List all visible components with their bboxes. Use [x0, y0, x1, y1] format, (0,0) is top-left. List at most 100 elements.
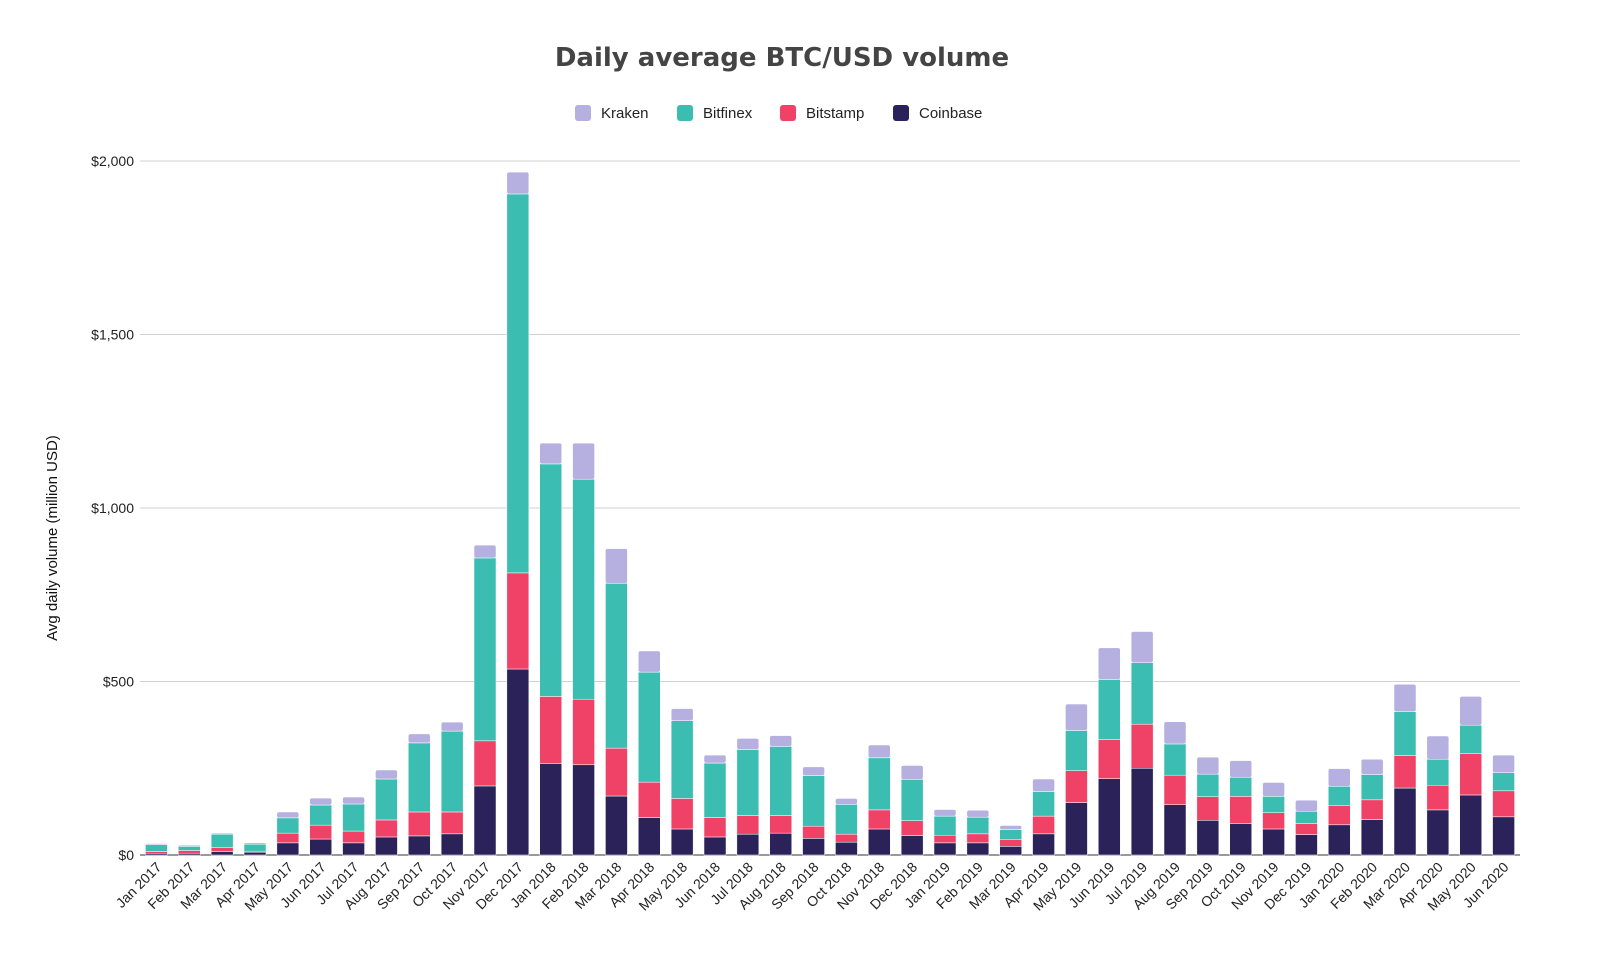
bar-kraken-may-2020 [1459, 696, 1482, 726]
bar-coinbase-mar-2018 [605, 795, 628, 856]
bar-bitstamp-jan-2017 [145, 851, 168, 854]
bar-kraken-nov-2017 [473, 544, 497, 559]
bar-coinbase-jan-2018 [539, 763, 562, 856]
bar-coinbase-jan-2019 [933, 842, 957, 856]
bar-kraken-dec-2018 [900, 765, 924, 780]
bar-coinbase-jun-2020 [1492, 816, 1515, 856]
bar-bitfinex-dec-2017 [506, 193, 530, 574]
bar-coinbase-sep-2017 [408, 835, 431, 856]
bar-bitstamp-aug-2017 [375, 819, 398, 838]
chart-title: Daily average BTC/USD volume [555, 43, 1009, 73]
bar-coinbase-apr-2018 [638, 817, 661, 856]
y-tick-label: $0 [118, 847, 134, 863]
bar-bitfinex-oct-2019 [1229, 777, 1252, 797]
bar-coinbase-dec-2017 [506, 668, 530, 856]
legend-swatch-bitstamp [780, 105, 796, 121]
bar-bitfinex-may-2020 [1459, 724, 1482, 754]
bar-bitstamp-dec-2018 [900, 820, 924, 836]
bar-coinbase-mar-2017 [210, 851, 234, 856]
bar-bitfinex-mar-2019 [999, 829, 1022, 840]
y-tick-label: $2,000 [91, 153, 134, 169]
bar-bitfinex-jul-2018 [736, 749, 760, 816]
legend-label-bitstamp: Bitstamp [806, 105, 864, 122]
y-tick-label: $500 [103, 674, 134, 690]
legend-label-kraken: Kraken [601, 105, 649, 122]
bar-bitstamp-apr-2018 [638, 781, 661, 818]
bar-kraken-nov-2018 [868, 744, 891, 759]
gridlines [140, 160, 1520, 856]
bar-bitfinex-oct-2017 [440, 730, 464, 813]
bar-bitfinex-jan-2017 [145, 844, 168, 852]
bar-bitstamp-nov-2019 [1262, 812, 1285, 830]
bar-bitfinex-sep-2017 [408, 742, 431, 813]
bar-bitstamp-oct-2018 [835, 833, 858, 843]
bar-bitstamp-jan-2019 [933, 834, 957, 844]
bar-kraken-feb-2017 [178, 845, 201, 847]
bar-bitfinex-mar-2018 [605, 583, 628, 749]
bar-kraken-oct-2019 [1229, 760, 1252, 778]
bar-bitfinex-dec-2018 [900, 779, 924, 821]
bar-coinbase-aug-2017 [375, 836, 398, 856]
bar-coinbase-feb-2018 [572, 764, 595, 856]
bar-bitstamp-jul-2019 [1130, 723, 1154, 769]
bar-bitstamp-may-2019 [1065, 770, 1088, 803]
bar-coinbase-jun-2018 [703, 836, 727, 856]
bar-coinbase-may-2018 [670, 828, 694, 856]
bar-kraken-apr-2017 [243, 842, 267, 845]
bar-coinbase-aug-2018 [769, 832, 792, 856]
y-axis: $0 $500 $1,000 $1,500 $2,000 [91, 153, 134, 863]
bar-kraken-mar-2017 [210, 832, 234, 835]
bar-kraken-jul-2019 [1130, 631, 1154, 664]
bar-coinbase-sep-2019 [1196, 820, 1220, 856]
bar-coinbase-sep-2018 [802, 838, 825, 856]
bar-bitstamp-feb-2019 [966, 833, 990, 844]
bar-kraken-jun-2017 [309, 797, 332, 806]
bar-kraken-dec-2017 [506, 171, 530, 195]
bar-bitfinex-jul-2019 [1130, 662, 1154, 725]
bar-bitfinex-jun-2020 [1492, 772, 1515, 792]
bar-coinbase-jun-2019 [1098, 778, 1121, 856]
bar-kraken-sep-2019 [1196, 756, 1220, 775]
bar-bitstamp-jul-2017 [342, 830, 365, 844]
bar-bitfinex-jun-2018 [703, 762, 727, 818]
bar-bitstamp-mar-2020 [1393, 755, 1417, 789]
bar-kraken-jan-2019 [933, 809, 957, 817]
bar-coinbase-jul-2019 [1130, 768, 1154, 856]
bar-bitfinex-may-2019 [1065, 730, 1088, 771]
bar-bitstamp-may-2018 [670, 798, 694, 830]
bar-bitstamp-may-2017 [276, 832, 300, 844]
bar-kraken-apr-2019 [1032, 778, 1055, 792]
bar-bitstamp-sep-2018 [802, 825, 825, 839]
bar-coinbase-feb-2020 [1360, 819, 1384, 856]
bar-coinbase-may-2020 [1459, 794, 1482, 856]
bar-kraken-oct-2017 [440, 721, 464, 732]
bar-coinbase-nov-2017 [473, 785, 497, 856]
bar-bitstamp-aug-2018 [769, 815, 792, 834]
bar-coinbase-oct-2019 [1229, 823, 1252, 856]
bar-bitfinex-jan-2018 [539, 463, 562, 697]
bar-bitstamp-apr-2020 [1426, 785, 1450, 811]
bar-coinbase-apr-2017 [243, 851, 267, 856]
bar-coinbase-feb-2017 [178, 853, 201, 856]
bar-coinbase-jul-2018 [736, 833, 760, 856]
bar-bitfinex-may-2017 [276, 817, 300, 834]
bar-coinbase-nov-2018 [868, 828, 891, 856]
bar-bitfinex-feb-2020 [1360, 774, 1384, 801]
bar-bitstamp-feb-2018 [572, 698, 595, 766]
bar-bitstamp-nov-2017 [473, 740, 497, 787]
bar-bitfinex-feb-2017 [178, 846, 201, 851]
legend-swatch-bitfinex [677, 105, 693, 121]
bar-kraken-jul-2018 [736, 738, 760, 750]
bar-kraken-dec-2019 [1295, 799, 1318, 812]
bar-bitstamp-jun-2019 [1098, 739, 1121, 779]
bar-bitstamp-aug-2019 [1163, 774, 1187, 805]
bar-bitstamp-dec-2019 [1295, 823, 1318, 835]
bar-bitstamp-sep-2019 [1196, 796, 1220, 821]
bar-kraken-may-2018 [670, 708, 694, 721]
bar-kraken-feb-2020 [1360, 758, 1384, 775]
bar-bitfinex-jul-2017 [342, 803, 365, 832]
bar-bitfinex-jun-2019 [1098, 679, 1121, 740]
bar-bitfinex-sep-2018 [802, 775, 825, 827]
